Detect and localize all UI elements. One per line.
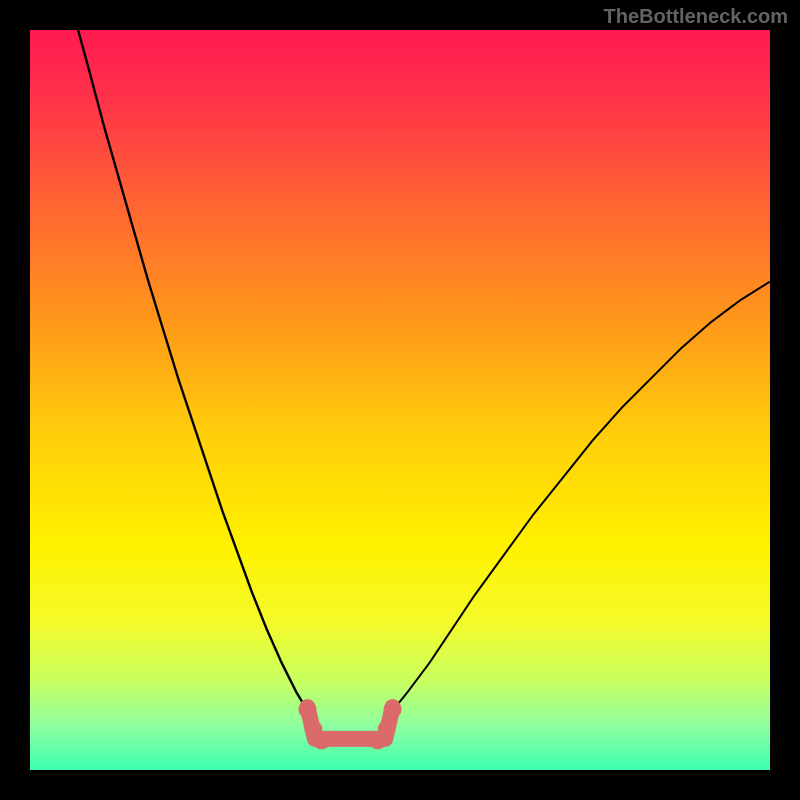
plot-area <box>30 30 770 770</box>
flat-zone-dot <box>384 700 402 718</box>
gradient-background <box>30 30 770 770</box>
flat-zone-dot <box>313 731 331 749</box>
gradient-chart <box>30 30 770 770</box>
watermark-text: TheBottleneck.com <box>604 6 788 29</box>
flat-zone-dot <box>378 720 396 738</box>
flat-zone-dot <box>299 700 317 718</box>
